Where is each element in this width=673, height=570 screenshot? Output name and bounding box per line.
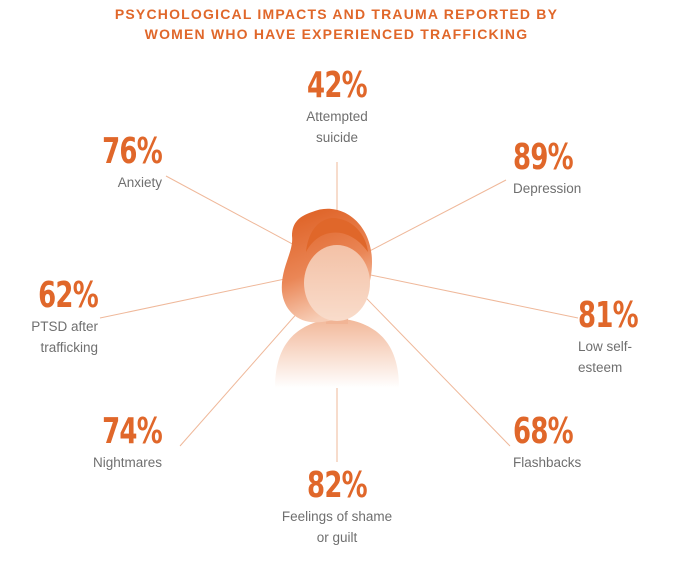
- stat-label: Flashbacks: [513, 455, 582, 470]
- stat-label: Low self-: [578, 339, 633, 354]
- stat-label: trafficking: [40, 340, 98, 355]
- stat-label: PTSD after: [31, 319, 98, 334]
- stat-label: Depression: [513, 181, 582, 196]
- stat-label: or guilt: [316, 530, 358, 545]
- stat-depression: 89% Depression: [513, 138, 653, 199]
- stat-attempted-suicide: 42% Attempted suicide: [262, 66, 412, 148]
- connector-line-3: [336, 267, 579, 319]
- stat-percent: 42%: [307, 65, 368, 106]
- stat-label: Feelings of shame: [281, 509, 393, 524]
- stat-label: Nightmares: [92, 455, 162, 470]
- stat-percent: 76%: [102, 131, 163, 172]
- stat-flashbacks: 68% Flashbacks: [513, 412, 653, 473]
- stat-percent: 82%: [307, 465, 368, 506]
- stat-label: esteem: [578, 360, 623, 375]
- chart-title-line-2: WOMEN WHO HAVE EXPERIENCED TRAFFICKING: [144, 26, 529, 42]
- stat-low-self-esteem: 81% Low self- esteem: [578, 296, 668, 378]
- stat-ptsd: 62% PTSD after trafficking: [4, 275, 99, 358]
- stat-percent: 74%: [102, 411, 163, 452]
- stat-anxiety: 76% Anxiety: [40, 131, 163, 193]
- stat-percent: 81%: [578, 295, 639, 336]
- stat-label: suicide: [315, 130, 359, 145]
- stat-label: Anxiety: [117, 175, 162, 190]
- chart-title-line-1: PSYCHOLOGICAL IMPACTS AND TRAUMA REPORTE…: [114, 6, 559, 22]
- stat-percent: 68%: [513, 411, 574, 452]
- stat-shame-or-guilt: 82% Feelings of shame or guilt: [247, 466, 427, 548]
- stat-nightmares: 74% Nightmares: [40, 411, 163, 473]
- woman-silhouette-icon: [275, 208, 399, 388]
- stat-label: Attempted: [306, 109, 368, 124]
- stat-percent: 89%: [513, 137, 574, 178]
- stat-percent: 62%: [38, 275, 99, 316]
